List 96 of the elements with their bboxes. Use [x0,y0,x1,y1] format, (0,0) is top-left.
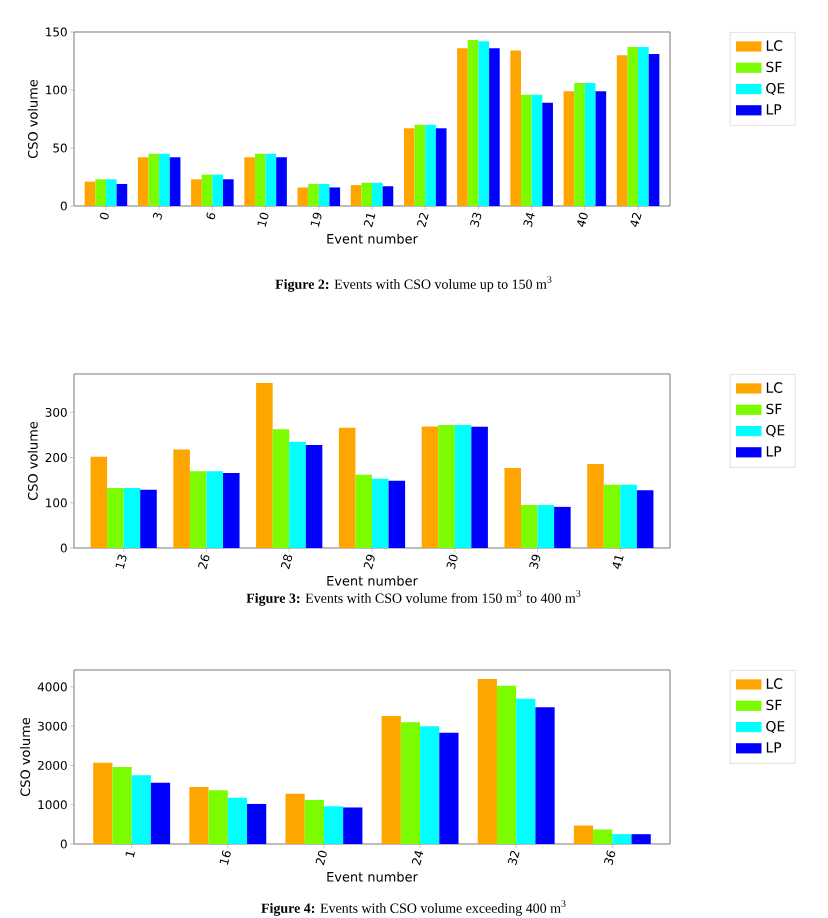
bar [343,807,363,844]
bar [636,490,654,548]
bar [537,505,555,548]
bar [305,444,323,548]
bar [574,83,585,206]
bar [478,41,490,206]
bar [521,94,532,206]
bar [638,47,649,206]
bar [137,157,149,206]
bar [355,474,372,548]
bar [403,128,415,206]
bar [90,456,108,548]
bar [414,124,426,206]
bar [388,480,406,548]
bar [477,679,497,844]
bar [105,179,117,206]
bar [247,803,267,844]
bar [189,471,207,548]
bar [223,179,234,206]
bar [318,183,330,206]
bar [584,83,596,206]
bar [554,506,571,548]
bar [631,834,651,844]
bar [573,825,594,844]
bar [620,484,637,548]
bar [400,722,421,844]
bar [542,102,553,206]
bar [201,174,213,206]
bar [227,797,248,844]
bar [297,187,309,206]
bar [489,48,500,206]
bar [191,179,202,206]
bar [504,467,521,548]
bar [627,47,639,206]
bar [381,715,401,844]
bar [587,463,604,548]
bar [438,425,455,548]
bar [148,153,160,206]
bar [244,157,255,206]
bar [289,441,306,548]
bar [439,732,459,844]
bar [382,186,394,206]
bar [93,762,113,844]
bar [595,91,607,206]
bar [212,174,223,206]
bar [563,91,575,206]
bar [131,775,151,844]
bar [189,787,209,844]
bar [223,472,240,548]
bar [467,40,479,206]
bar [304,800,324,844]
bar [150,782,171,844]
bar [603,484,621,548]
bar [159,153,170,206]
bar [84,181,96,206]
bar [107,487,124,548]
bar [323,806,344,844]
bar [329,187,341,206]
bar [421,426,439,548]
bar [308,183,319,206]
bar [173,449,190,548]
bar [435,128,447,206]
bar [454,425,472,548]
bar [361,182,373,206]
bar [616,55,628,206]
bar [496,685,517,844]
bar [420,726,440,844]
bar [285,793,305,844]
bar [648,54,660,206]
bar [372,182,383,206]
bar [516,698,536,844]
bar [169,157,181,206]
bar [256,383,273,548]
bar [535,707,555,844]
bar [372,478,389,548]
bar [208,790,228,844]
bar [612,834,632,844]
bar [265,153,277,206]
bar [206,471,223,548]
bar [140,489,157,548]
bar [457,48,468,206]
bar [123,487,141,548]
bar [272,429,290,548]
bar [471,426,488,548]
bar [254,153,266,206]
bar [593,829,613,844]
bar [95,179,106,206]
bar [338,427,356,548]
bar [510,50,522,206]
bar [425,124,436,206]
bar [112,767,132,844]
bar [350,185,362,206]
bar [521,505,538,548]
bar [531,94,543,206]
bar [116,183,128,206]
bar [276,157,287,206]
